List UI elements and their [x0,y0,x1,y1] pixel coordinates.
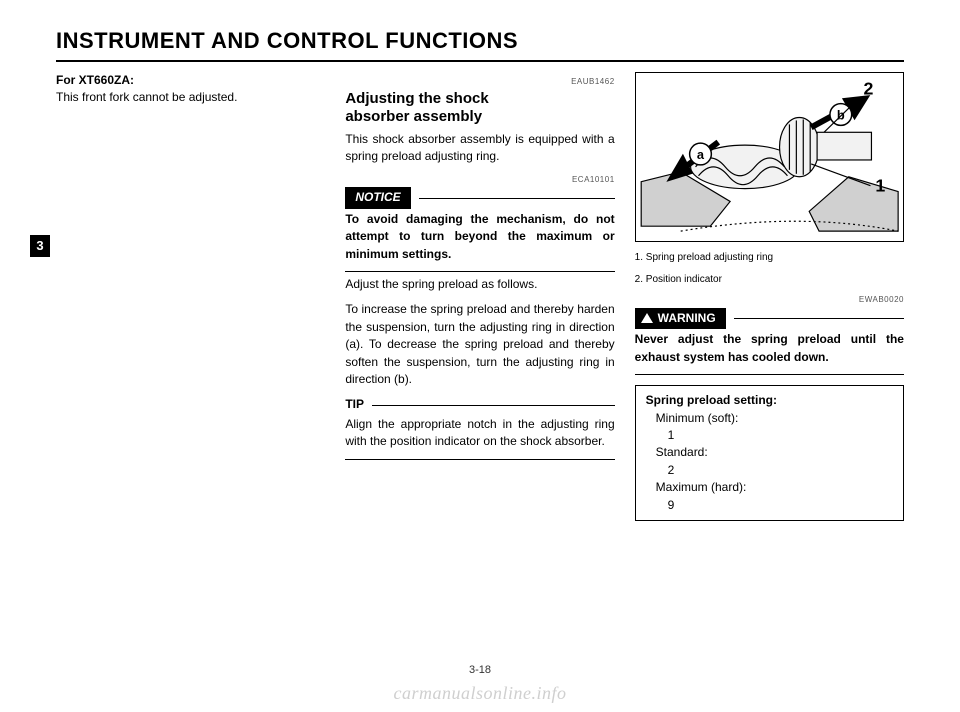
diagram-caption-2: 2. Position indicator [635,273,904,287]
tip-header: TIP [345,396,614,413]
section-heading: Adjusting the shock absorber assembly [345,90,614,128]
notice-body: To avoid damaging the mechanism, do not … [345,211,614,263]
for-model-label: For XT660ZA: [56,73,134,87]
column-3: a b 2 1 1. Spring preload adjusting ring… [635,72,904,521]
section-number: 3 [36,238,43,253]
ref-code: ECA10101 [345,174,614,186]
for-model-block: For XT660ZA: This front fork cannot be a… [56,72,325,107]
notice-header: NOTICE [345,187,614,208]
divider-rule [345,459,614,460]
settings-std-label: Standard: [656,444,893,461]
notice-rule [419,198,615,199]
fork-text: This front fork cannot be adjusted. [56,90,237,104]
column-1: For XT660ZA: This front fork cannot be a… [56,72,325,521]
warning-triangle-icon [641,313,653,323]
warning-rule [734,318,904,319]
warning-label: WARNING [658,310,716,327]
heading-line-2: absorber assembly [345,108,482,125]
column-2: EAUB1462 Adjusting the shock absorber as… [345,72,614,521]
settings-max-label: Maximum (hard): [656,479,893,496]
warning-header: WARNING [635,308,904,329]
tip-label: TIP [345,396,364,413]
divider-rule [345,271,614,272]
tip-rule [372,405,615,406]
intro-text: This shock absorber assembly is equipped… [345,131,614,166]
diagram-label-b: b [837,107,845,122]
diagram-label-2: 2 [863,79,873,99]
ref-code: EAUB1462 [345,76,614,88]
shock-absorber-diagram: a b 2 1 [635,72,904,242]
page: 3 INSTRUMENT AND CONTROL FUNCTIONS For X… [0,0,960,712]
warning-body: Never adjust the spring preload until th… [635,331,904,366]
adjust-body: To increase the spring preload and there… [345,301,614,388]
watermark: carmanualsonline.info [0,683,960,704]
settings-box: Spring preload setting: Minimum (soft): … [635,385,904,521]
content-columns: For XT660ZA: This front fork cannot be a… [56,72,904,521]
adjust-intro: Adjust the spring preload as follows. [345,276,614,293]
divider-rule [635,374,904,375]
diagram-caption-1: 1. Spring preload adjusting ring [635,251,904,265]
notice-badge: NOTICE [345,187,410,208]
heading-line-1: Adjusting the shock [345,90,488,107]
settings-max-value: 9 [668,497,893,514]
page-number: 3-18 [0,664,960,676]
settings-min-label: Minimum (soft): [656,410,893,427]
page-title: INSTRUMENT AND CONTROL FUNCTIONS [56,28,904,54]
warning-badge: WARNING [635,308,726,329]
settings-heading: Spring preload setting: [646,392,893,409]
diagram-label-1: 1 [875,176,885,196]
section-tab: 3 [30,235,50,257]
ref-code: EWAB0020 [635,294,904,306]
title-rule [56,60,904,62]
settings-min-value: 1 [668,427,893,444]
settings-std-value: 2 [668,462,893,479]
tip-body: Align the appropriate notch in the adjus… [345,416,614,451]
diagram-label-a: a [697,147,705,162]
